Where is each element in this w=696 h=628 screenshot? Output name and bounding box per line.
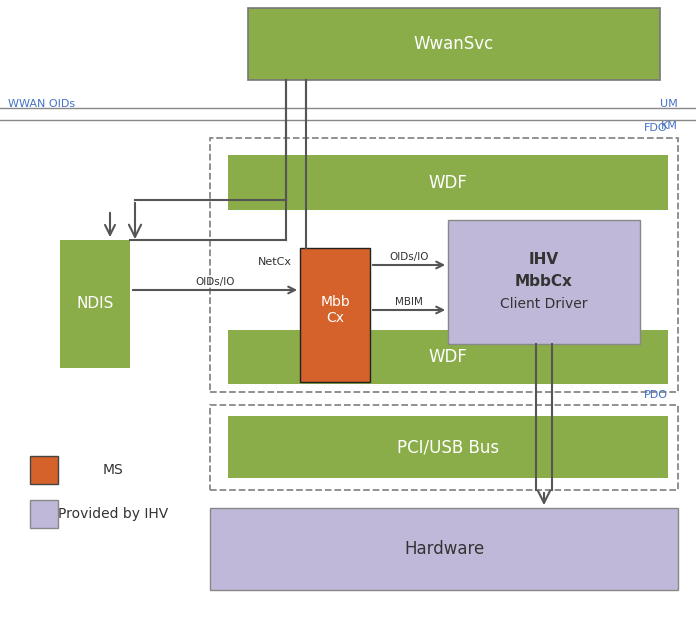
Text: NetCx: NetCx (258, 257, 292, 267)
Bar (30, 456, 58, 484)
Bar (228, 155, 668, 210)
Text: WDF: WDF (429, 348, 468, 366)
Bar (300, 248, 370, 382)
Text: MS: MS (102, 463, 123, 477)
Text: Client Driver: Client Driver (500, 297, 587, 311)
Text: OIDs/IO: OIDs/IO (389, 252, 429, 262)
Bar (210, 138, 678, 392)
Bar (210, 508, 678, 590)
Text: FDO: FDO (644, 123, 668, 133)
Bar (248, 8, 660, 80)
Bar (30, 500, 58, 528)
Bar (60, 240, 130, 368)
Text: MbbCx: MbbCx (515, 274, 573, 290)
Text: Provided by IHV: Provided by IHV (58, 507, 168, 521)
Text: Mbb
Cx: Mbb Cx (320, 295, 350, 325)
Text: PCI/USB Bus: PCI/USB Bus (397, 438, 499, 456)
Text: WWAN OIDs: WWAN OIDs (8, 99, 75, 109)
Bar (228, 330, 668, 384)
Bar (228, 416, 668, 478)
Text: UM: UM (661, 99, 678, 109)
Text: NDIS: NDIS (77, 296, 113, 311)
Bar (448, 220, 640, 344)
Text: PDO: PDO (644, 390, 668, 400)
Text: OIDs/IO: OIDs/IO (196, 277, 235, 287)
Text: WwanSvc: WwanSvc (414, 35, 494, 53)
Text: WDF: WDF (429, 173, 468, 192)
Text: KM: KM (661, 121, 678, 131)
Text: MBIM: MBIM (395, 297, 423, 307)
Text: IHV: IHV (529, 252, 559, 268)
Text: Hardware: Hardware (404, 540, 484, 558)
Bar (210, 405, 678, 490)
